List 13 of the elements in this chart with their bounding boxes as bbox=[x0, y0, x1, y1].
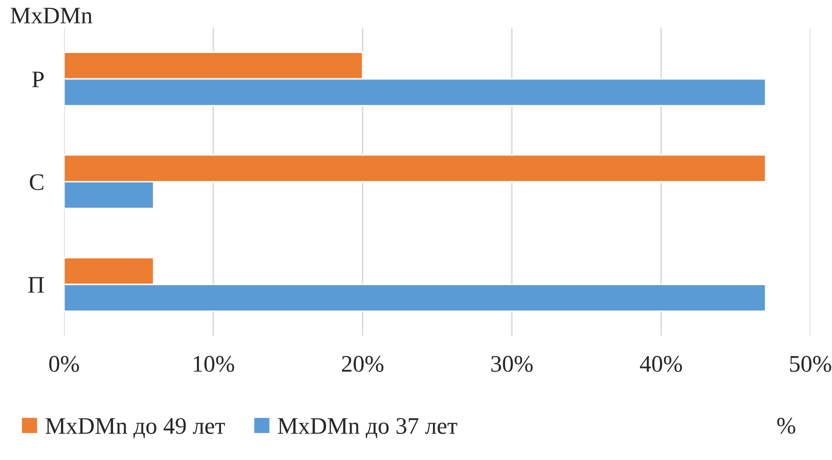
y-tick-label: Р bbox=[32, 72, 44, 88]
y-tick-label: П bbox=[28, 277, 44, 293]
x-tick-label: 10% bbox=[194, 356, 234, 372]
legend-label: MxDMn до 37 лет bbox=[278, 418, 458, 438]
x-tick-label: 50% bbox=[790, 356, 832, 372]
y-tick-label: С bbox=[30, 174, 44, 190]
x-tick-label: 0% bbox=[49, 356, 79, 372]
x-tick-label: 30% bbox=[491, 356, 533, 372]
legend-label: MxDMn до 49 лет bbox=[46, 418, 225, 438]
x-tick-label: 40% bbox=[640, 356, 682, 372]
x-axis-title: % bbox=[777, 418, 796, 434]
y-axis-title: MxDMn bbox=[10, 8, 92, 24]
x-tick-label: 20% bbox=[342, 356, 384, 372]
